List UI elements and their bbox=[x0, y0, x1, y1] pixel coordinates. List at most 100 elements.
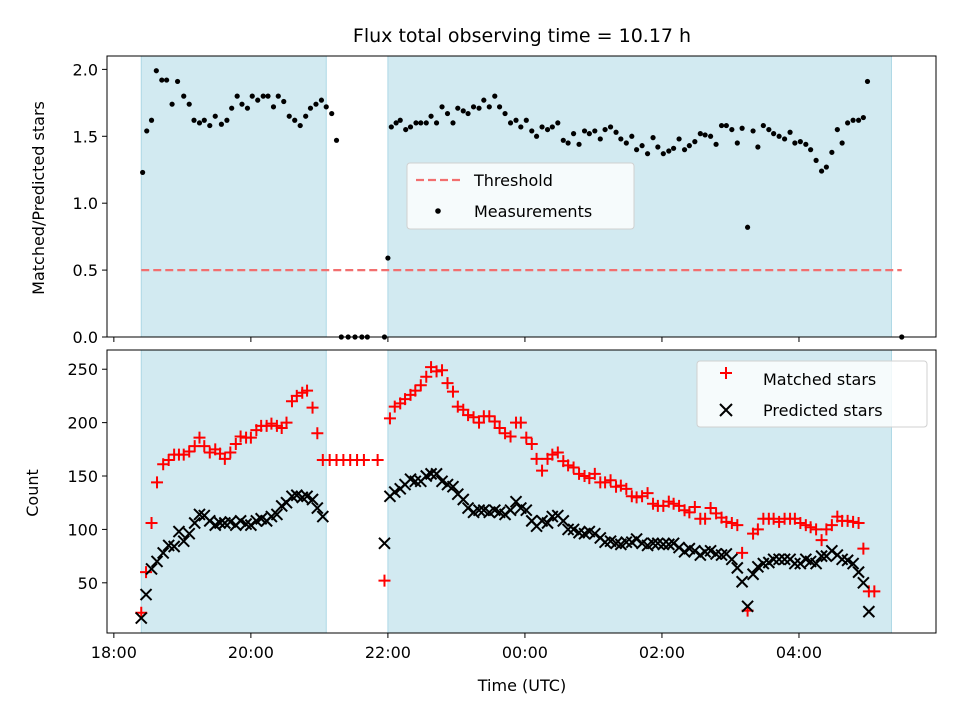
matched-stars-point bbox=[420, 370, 433, 383]
y-tick-label: 200 bbox=[67, 414, 98, 433]
measurement-point bbox=[803, 141, 809, 147]
measurement-point bbox=[292, 117, 298, 123]
predicted-stars-point bbox=[504, 503, 517, 517]
y-tick-label: 100 bbox=[67, 520, 98, 539]
measurement-point bbox=[660, 151, 666, 157]
matched-stars-point bbox=[857, 542, 870, 555]
measurement-point bbox=[681, 147, 688, 153]
measurement-point bbox=[476, 105, 482, 111]
predicted-stars-point bbox=[778, 553, 791, 566]
measurement-point bbox=[829, 149, 835, 155]
measurement-point bbox=[212, 113, 218, 119]
measurement-point bbox=[255, 97, 261, 103]
measurement-point bbox=[181, 93, 187, 99]
matched-stars-point bbox=[306, 401, 319, 414]
matched-stars-point bbox=[229, 437, 242, 450]
measurement-point bbox=[797, 139, 803, 145]
measurement-point bbox=[174, 78, 181, 85]
measurement-point bbox=[229, 105, 235, 111]
predicted-stars-point bbox=[741, 600, 754, 613]
predicted-stars-point bbox=[520, 503, 533, 517]
measurement-point bbox=[723, 122, 729, 129]
predicted-stars-point bbox=[430, 467, 443, 481]
predicted-stars-point bbox=[620, 536, 633, 549]
predicted-stars-point bbox=[646, 537, 660, 550]
matched-stars-point bbox=[151, 476, 164, 489]
measurement-point bbox=[623, 140, 629, 146]
measurement-point bbox=[507, 120, 514, 126]
matched-stars-point bbox=[301, 384, 314, 397]
measurement-point bbox=[207, 122, 213, 129]
bottom-panel: 50 100 150 200 250 18:00 20:00 22:00 00:00 02:00 0… bbox=[67, 349, 937, 662]
matched-stars-point bbox=[588, 467, 601, 480]
measurement-point bbox=[153, 68, 159, 74]
matched-stars-point bbox=[751, 523, 764, 536]
measurement-point bbox=[729, 126, 735, 133]
predicted-stars-point bbox=[156, 546, 170, 560]
predicted-stars-point bbox=[135, 611, 148, 625]
bottom-legend: Matched stars Predicted stars bbox=[696, 360, 928, 428]
matched-stars-point bbox=[794, 517, 807, 530]
predicted-stars-point bbox=[306, 493, 319, 506]
matched-stars-point bbox=[462, 409, 475, 422]
measurement-point bbox=[191, 117, 197, 123]
measurement-point bbox=[776, 133, 782, 139]
measurement-point bbox=[644, 151, 651, 157]
predicted-stars-point bbox=[177, 534, 190, 548]
y-tick-label: 1.5 bbox=[73, 127, 98, 146]
measurement-point bbox=[388, 124, 394, 130]
measurement-point bbox=[734, 140, 740, 146]
measurement-point bbox=[666, 148, 672, 154]
measurement-point bbox=[555, 120, 561, 126]
measurement-point bbox=[845, 120, 851, 126]
predicted-stars-point bbox=[316, 510, 330, 523]
x-tick-label: 04:00 bbox=[776, 643, 822, 662]
measurement-point bbox=[393, 120, 399, 126]
measurement-point bbox=[755, 144, 761, 150]
top-ylabel: Matched/Predicted stars bbox=[29, 101, 48, 295]
measurement-point bbox=[470, 104, 477, 110]
measurement-point bbox=[697, 131, 703, 137]
predicted-stars-point bbox=[167, 540, 181, 553]
measurement-point bbox=[560, 137, 566, 143]
measurement-point bbox=[397, 117, 403, 123]
legend-threshold-label: Threshold bbox=[473, 171, 553, 190]
predicted-stars-point bbox=[296, 491, 309, 504]
measurement-point bbox=[144, 128, 150, 134]
measurement-point bbox=[196, 120, 203, 126]
measurement-point bbox=[486, 104, 492, 110]
legend-predicted-label: Predicted stars bbox=[763, 401, 883, 420]
predicted-stars-point bbox=[145, 562, 158, 576]
measurement-point bbox=[403, 126, 409, 133]
predicted-stars-point bbox=[139, 588, 153, 601]
matched-stars-point bbox=[224, 446, 237, 459]
measurement-point bbox=[428, 113, 434, 119]
predicted-stars-point bbox=[731, 561, 744, 575]
measurement-point bbox=[307, 105, 314, 111]
measurement-point bbox=[297, 122, 303, 129]
matched-stars-point bbox=[536, 464, 549, 477]
measurement-point bbox=[169, 101, 175, 107]
matched-stars-point bbox=[804, 521, 817, 534]
predicted-stars-point bbox=[815, 549, 828, 563]
matched-stars-point bbox=[551, 446, 564, 459]
measurement-point bbox=[544, 126, 551, 133]
predicted-stars-point bbox=[409, 475, 422, 488]
predicted-stars-point bbox=[767, 553, 780, 566]
matched-stars-point bbox=[520, 431, 533, 444]
measurement-point bbox=[260, 93, 266, 99]
measurement-point bbox=[450, 120, 456, 126]
matched-stars-point bbox=[825, 519, 838, 532]
matched-stars-point bbox=[244, 431, 257, 444]
x-tick-label: 02:00 bbox=[639, 643, 685, 662]
matched-stars-point bbox=[280, 416, 293, 429]
predicted-stars-point bbox=[809, 557, 823, 570]
matched-stars-point bbox=[667, 497, 680, 510]
measurement-point bbox=[855, 117, 862, 123]
measurement-point bbox=[249, 93, 255, 99]
matched-stars-point bbox=[573, 467, 586, 480]
measurement-point bbox=[655, 144, 661, 150]
matched-stars-point bbox=[193, 431, 206, 444]
matched-stars-point bbox=[720, 515, 733, 528]
